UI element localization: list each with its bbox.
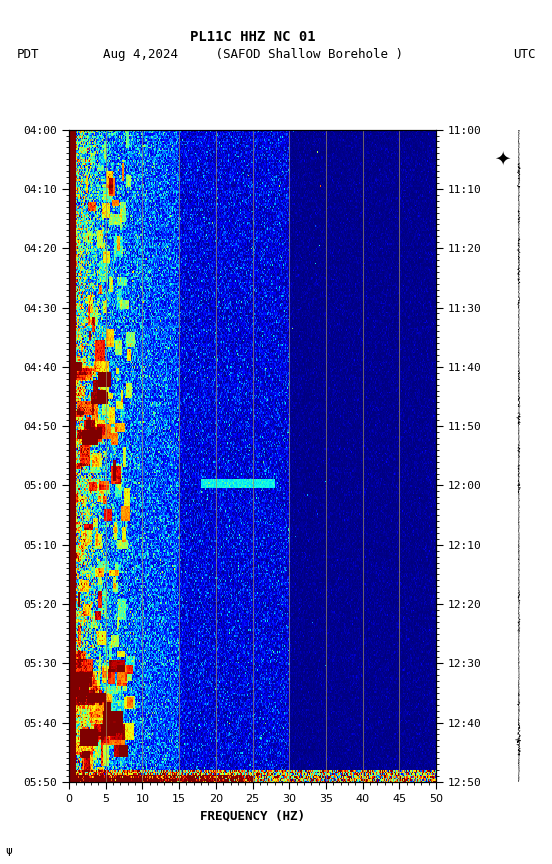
Text: ψ: ψ <box>6 846 12 855</box>
Text: UTC: UTC <box>513 48 535 60</box>
Text: PL11C HHZ NC 01: PL11C HHZ NC 01 <box>190 30 315 44</box>
X-axis label: FREQUENCY (HZ): FREQUENCY (HZ) <box>200 810 305 823</box>
Text: PDT: PDT <box>17 48 39 60</box>
Text: Aug 4,2024     (SAFOD Shallow Borehole ): Aug 4,2024 (SAFOD Shallow Borehole ) <box>103 48 402 60</box>
Text: ✦: ✦ <box>494 149 511 168</box>
